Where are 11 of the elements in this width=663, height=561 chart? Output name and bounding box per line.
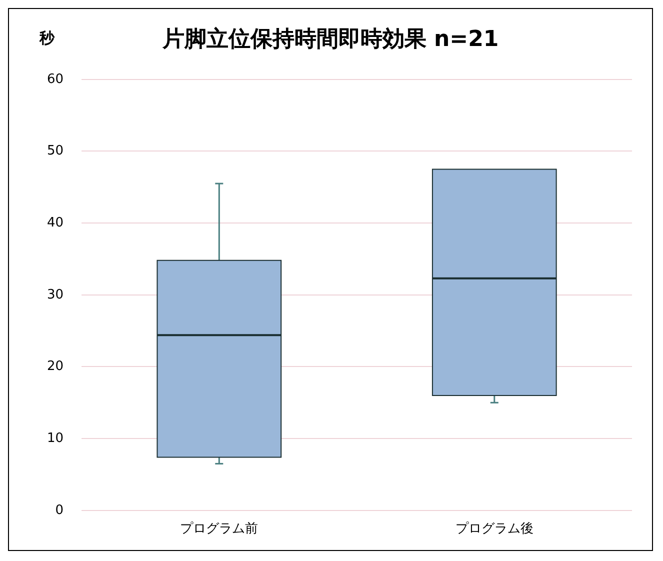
y-tick-label: 40: [46, 215, 64, 230]
y-tick-label: 50: [46, 144, 64, 159]
y-axis-title: 秒: [38, 28, 56, 47]
y-tick-label: 30: [46, 287, 64, 302]
chart-title: 片脚立位保持時間即時効果 n=21: [161, 26, 499, 52]
y-tick-label: 60: [46, 72, 64, 87]
x-tick-label: プログラム後: [455, 522, 534, 537]
y-tick-label: 20: [46, 359, 64, 374]
y-tick-label: 0: [55, 502, 64, 518]
y-tick-label: 10: [46, 430, 64, 446]
x-tick-label: プログラム前: [180, 522, 258, 537]
